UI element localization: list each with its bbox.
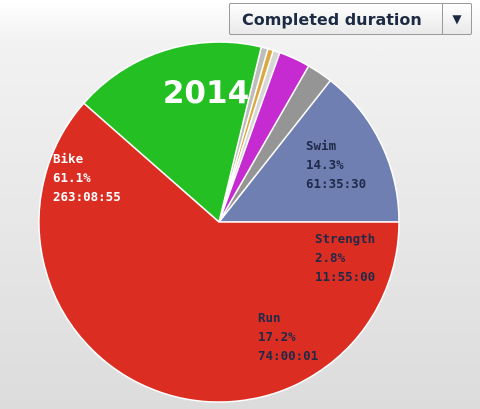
pie-slices xyxy=(38,41,400,403)
slice-label-bike: Bike 61.1% 263:08:55 xyxy=(53,151,121,204)
pie-slice-bike[interactable] xyxy=(38,102,400,403)
pie-slice-run[interactable] xyxy=(83,41,263,223)
chart-title: 2014 xyxy=(163,75,249,111)
slice-label-swim: Swim 14.3% 61:35:30 xyxy=(306,138,366,191)
slice-label-run: Run 17.2% 74:00:01 xyxy=(258,310,318,363)
slice-label-strength: Strength 2.8% 11:55:00 xyxy=(315,231,375,284)
pie-labels: Swim 14.3% 61:35:30 Strength 2.8% 11:55:00 Run… xyxy=(53,138,375,363)
metric-dropdown-label: Completed duration xyxy=(242,9,422,29)
chevron-down-icon[interactable]: ▼ xyxy=(442,4,471,34)
pie-slice-swim[interactable] xyxy=(218,79,400,223)
metric-dropdown[interactable]: Completed duration ▼ xyxy=(229,3,472,35)
